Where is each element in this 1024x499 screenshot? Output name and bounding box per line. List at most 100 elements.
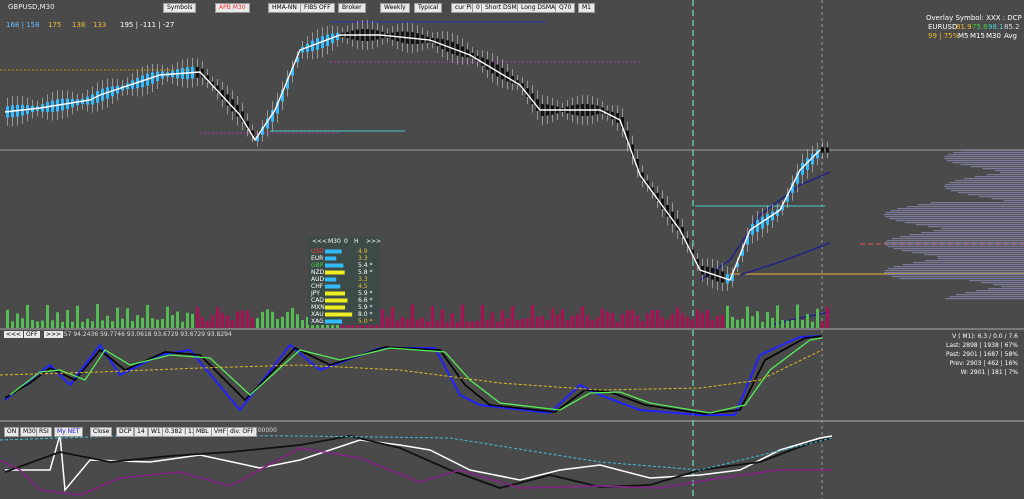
- bottom-button[interactable]: My NET: [54, 427, 83, 437]
- volume-bar: [141, 317, 144, 328]
- volume-bar: [246, 310, 249, 328]
- toolbar-button[interactable]: FIBS OFF: [300, 3, 335, 13]
- candle: [681, 227, 684, 237]
- panel-header: M30: [328, 238, 341, 245]
- candle: [656, 192, 659, 202]
- panel-header[interactable]: >>>: [366, 238, 382, 245]
- volume-bar: [611, 313, 614, 328]
- volume-bar: [586, 315, 589, 328]
- volume-bar: [766, 311, 769, 328]
- toolbar-button[interactable]: Long DSMA: [517, 3, 560, 13]
- candle: [231, 99, 234, 112]
- toolbar-button[interactable]: Symbols: [163, 3, 197, 13]
- volume-bar: [296, 314, 299, 328]
- profile-bar: [1003, 200, 1024, 202]
- candle: [641, 172, 644, 181]
- bottom-button[interactable]: 14: [134, 427, 148, 437]
- profile-bar: [944, 158, 1024, 160]
- profile-bar: [944, 186, 1024, 188]
- volume-bar: [156, 319, 159, 328]
- bottom-button[interactable]: ON: [4, 427, 20, 437]
- profile-bar: [893, 266, 1024, 268]
- profile-bar: [958, 192, 1024, 194]
- toolbar-button[interactable]: M1: [578, 3, 595, 13]
- volume-bar: [571, 315, 574, 328]
- bottom-button[interactable]: Close: [90, 427, 113, 437]
- strength-bar: [325, 298, 348, 303]
- profile-bar: [902, 264, 1024, 266]
- volume-bar: [626, 310, 629, 328]
- volume-bar: [476, 321, 479, 328]
- toolbar-button[interactable]: Q70: [555, 3, 576, 13]
- profile-bar: [944, 156, 1024, 158]
- bottom-button[interactable]: DCP: [116, 427, 135, 437]
- profile-bar: [921, 232, 1024, 234]
- volume-bar: [806, 313, 809, 328]
- profile-bar: [1001, 286, 1024, 288]
- osc-button[interactable]: <<<: [4, 331, 24, 338]
- volume-bar: [236, 311, 239, 328]
- info: 168 | 158: [6, 21, 40, 29]
- candle: [536, 99, 539, 111]
- osc-readout: 357 94.2436 59.7746 93.0618 93.6729 93.6…: [60, 331, 232, 338]
- candle: [526, 88, 529, 97]
- volume-bar: [501, 310, 504, 328]
- toolbar-button[interactable]: HMA-NN: [268, 3, 301, 13]
- candle: [286, 78, 289, 89]
- volume-bar: [51, 320, 54, 328]
- candle: [626, 130, 629, 143]
- strength-bar: [325, 263, 344, 268]
- currency-value: 5.8 *: [358, 269, 373, 276]
- osc-button[interactable]: OFF: [24, 331, 40, 338]
- volume-bar: [441, 309, 444, 328]
- volume-bar: [161, 318, 164, 328]
- candle: [631, 144, 634, 157]
- profile-bar: [885, 216, 1024, 218]
- toolbar-button[interactable]: Broker: [338, 3, 366, 13]
- bottom-button[interactable]: RSI: [36, 427, 52, 437]
- candle: [636, 158, 639, 170]
- volume-bar: [711, 319, 714, 328]
- volume-bar: [61, 321, 64, 328]
- candle: [241, 111, 244, 122]
- panel-header[interactable]: <<<: [312, 238, 328, 245]
- bottom-button[interactable]: div. OFF: [227, 427, 257, 437]
- candle: [761, 216, 764, 229]
- toolbar-button[interactable]: Weekly: [380, 3, 410, 13]
- volume-bar: [41, 320, 44, 328]
- volume-bar: [131, 320, 134, 328]
- profile-bar: [945, 298, 1024, 300]
- candle: [791, 183, 794, 193]
- volume-bar: [191, 314, 194, 328]
- candle: [226, 94, 229, 106]
- volume-bar: [81, 321, 84, 328]
- volume-bar: [651, 309, 654, 328]
- toolbar-button[interactable]: APB M30: [215, 3, 250, 13]
- osc-button[interactable]: >>>: [44, 331, 64, 338]
- candle: [201, 68, 204, 78]
- volume-bar: [436, 320, 439, 328]
- profile-bar: [912, 252, 1024, 254]
- candle: [281, 89, 284, 102]
- volume-bar: [416, 319, 419, 328]
- candle: [496, 64, 499, 77]
- volume-bar: [566, 320, 569, 328]
- currency-name: CHF: [311, 283, 324, 290]
- volume-bar: [261, 311, 264, 328]
- candle: [686, 238, 689, 246]
- candle: [786, 194, 789, 202]
- volume-bar: [221, 312, 224, 328]
- volume-bar: [381, 309, 384, 328]
- candle: [246, 120, 249, 130]
- bottom-button[interactable]: MBL: [193, 427, 212, 437]
- volume-bar: [151, 318, 154, 328]
- profile-bar: [969, 280, 1024, 282]
- profile-bar: [890, 210, 1024, 212]
- volume-bar: [211, 315, 214, 328]
- toolbar-button[interactable]: Typical: [414, 3, 443, 13]
- volume-bar: [656, 309, 659, 328]
- currency-value: 5.9 *: [358, 304, 373, 311]
- profile-bar: [955, 180, 1024, 182]
- volume-bar: [671, 313, 674, 328]
- volume-bar: [36, 321, 39, 328]
